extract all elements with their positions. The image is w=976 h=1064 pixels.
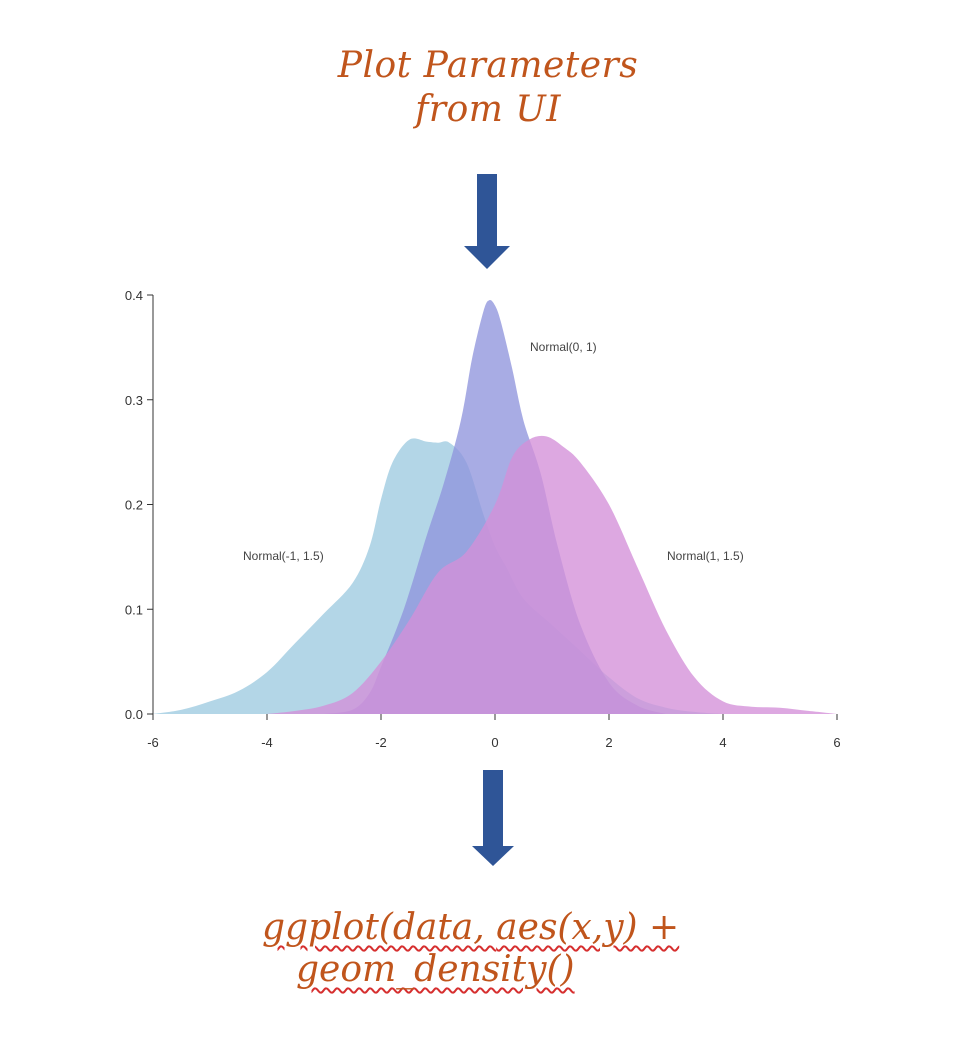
label-normal-1-1-5: Normal(1, 1.5) [667,549,744,563]
x-tick-label: 0 [491,735,498,750]
x-tick-label: -4 [261,735,273,750]
code-line-1: ggplot(data, aes(x,y) + [262,906,679,950]
label-normal-neg1-1-5: Normal(-1, 1.5) [243,549,324,563]
code-line-2: geom_density() [296,948,575,992]
y-axis-ticks: 0.0 0.1 0.2 0.3 0.4 [125,288,153,722]
x-tick-label: 2 [605,735,612,750]
x-axis-ticks: -6 -4 -2 0 2 4 6 [147,714,841,750]
y-tick-label: 0.1 [125,602,143,617]
density-chart: 0.00.10.20.30.4 -6 -4 -2 0 2 4 6 Normal(0, 1) … [125,288,841,750]
density-area-series-2 [267,435,837,714]
title-line-2: from UI [415,89,561,130]
arrow-down-icon [464,174,510,269]
label-normal-0-1: Normal(0, 1) [530,340,597,354]
y-tick-label: 0.3 [125,393,143,408]
title-line-1: Plot Parameters [337,45,639,86]
code-geom-density-call: geom_density() [296,949,575,990]
x-tick-label: -6 [147,735,159,750]
arrow-down-icon [472,770,514,866]
y-tick-label: 0.0 [125,707,143,722]
x-tick-label: 6 [833,735,840,750]
y-tick-label: 0.4 [125,288,143,303]
x-tick-label: -2 [375,735,387,750]
density-areas [153,300,837,714]
y-tick-label: 0.2 [125,498,143,513]
code-aes-call: aes(x,y) + [496,907,680,948]
x-tick-label: 4 [719,735,726,750]
code-ggplot-call: ggplot(data, [262,907,497,948]
